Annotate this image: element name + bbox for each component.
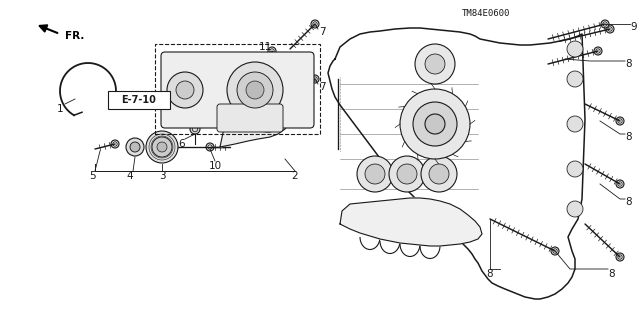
Text: 7: 7 (319, 27, 325, 37)
Circle shape (311, 75, 319, 83)
Text: 1: 1 (57, 104, 63, 114)
Circle shape (429, 164, 449, 184)
Circle shape (152, 137, 172, 157)
Polygon shape (328, 28, 585, 299)
Bar (155, 44, 320, 134)
Circle shape (400, 89, 470, 159)
Circle shape (616, 180, 624, 188)
Circle shape (111, 140, 119, 148)
Circle shape (157, 142, 167, 152)
Circle shape (567, 161, 583, 177)
Circle shape (425, 54, 445, 74)
Circle shape (567, 41, 583, 57)
Circle shape (268, 47, 276, 55)
Text: 8: 8 (626, 59, 632, 69)
Text: 4: 4 (127, 171, 133, 181)
Text: 11: 11 (259, 42, 271, 52)
Text: FR.: FR. (65, 31, 84, 41)
Circle shape (311, 20, 319, 28)
Circle shape (389, 156, 425, 192)
Circle shape (606, 25, 614, 33)
Circle shape (176, 81, 194, 99)
Circle shape (616, 117, 624, 125)
Polygon shape (340, 198, 482, 246)
Circle shape (357, 156, 393, 192)
Polygon shape (220, 81, 292, 147)
Circle shape (250, 96, 286, 132)
Circle shape (594, 47, 602, 55)
Bar (108, 91, 170, 109)
Circle shape (601, 20, 609, 28)
Circle shape (616, 253, 624, 261)
Text: 5: 5 (89, 171, 95, 181)
Circle shape (237, 72, 273, 108)
Circle shape (130, 142, 140, 152)
Circle shape (190, 124, 200, 134)
Text: 10: 10 (209, 161, 221, 171)
Circle shape (146, 131, 178, 163)
Circle shape (167, 72, 203, 108)
Text: 9: 9 (630, 22, 637, 32)
Circle shape (415, 44, 455, 84)
Circle shape (365, 164, 385, 184)
Circle shape (421, 156, 457, 192)
Text: 8: 8 (609, 269, 615, 279)
Circle shape (413, 102, 457, 146)
Circle shape (567, 201, 583, 217)
FancyBboxPatch shape (161, 52, 314, 128)
Text: 3: 3 (159, 171, 165, 181)
Text: 8: 8 (626, 132, 632, 142)
Text: E-7-10: E-7-10 (122, 95, 156, 105)
Text: 2: 2 (292, 171, 298, 181)
Circle shape (206, 143, 214, 151)
Circle shape (126, 138, 144, 156)
Circle shape (246, 81, 264, 99)
FancyBboxPatch shape (217, 104, 283, 132)
Circle shape (425, 114, 445, 134)
Text: 8: 8 (626, 197, 632, 207)
Circle shape (227, 62, 283, 118)
Text: 7: 7 (319, 82, 325, 92)
Circle shape (567, 71, 583, 87)
Circle shape (551, 247, 559, 255)
Text: 8: 8 (486, 269, 493, 279)
Circle shape (258, 104, 278, 124)
Circle shape (397, 164, 417, 184)
Text: TM84E0600: TM84E0600 (462, 9, 510, 18)
Circle shape (567, 116, 583, 132)
Text: 6: 6 (179, 139, 186, 149)
